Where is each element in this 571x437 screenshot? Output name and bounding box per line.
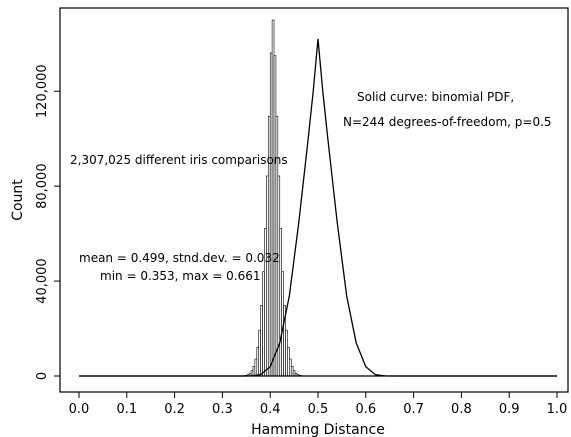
x-tick-label: 0.1 <box>116 402 137 417</box>
annotation-comparisons: 2,307,025 different iris comparisons <box>70 153 288 167</box>
plot-frame <box>59 7 569 393</box>
x-tick-label: 1.0 <box>547 402 568 417</box>
x-tick-label: 0.4 <box>260 402 281 417</box>
x-tick-label: 0.7 <box>403 402 424 417</box>
x-tick-label: 0.5 <box>308 402 329 417</box>
x-tick-label: 0.9 <box>499 402 520 417</box>
x-tick-label: 0.2 <box>164 402 185 417</box>
histogram-bars <box>241 19 305 377</box>
y-tick-label: 40,000 <box>35 258 50 304</box>
y-axis: 0 40,000 80,000 120,000 <box>35 64 60 380</box>
y-axis-label: Count <box>10 179 26 221</box>
y-tick-label: 120,000 <box>35 64 50 118</box>
x-tick-label: 0.3 <box>212 402 233 417</box>
annotation-min-max: min = 0.353, max = 0.661 <box>100 269 260 283</box>
annotation-curve-title: Solid curve: binomial PDF, <box>357 90 514 104</box>
annotation-mean-sd: mean = 0.499, stnd.dev. = 0.032 <box>79 251 280 265</box>
x-tick-label: 0.0 <box>69 402 90 417</box>
y-tick-label: 80,000 <box>35 163 50 209</box>
binomial-curve <box>79 38 557 377</box>
x-tick-label: 0.8 <box>451 402 472 417</box>
y-tick-label: 0 <box>35 372 50 380</box>
x-tick-label: 0.6 <box>355 402 376 417</box>
x-axis: 0.0 0.1 0.2 0.3 0.4 0.5 0.6 0.7 0.8 0.9 1.0 <box>69 392 568 417</box>
annotation-curve-params: N=244 degrees-of-freedom, p=0.5 <box>343 115 552 129</box>
x-axis-label: Hamming Distance <box>251 422 385 437</box>
